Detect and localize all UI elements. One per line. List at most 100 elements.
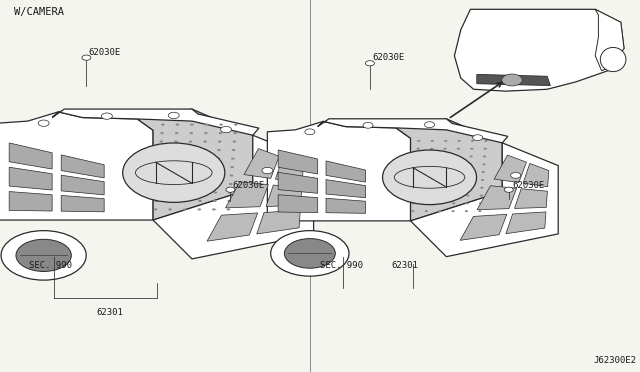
Circle shape bbox=[184, 200, 188, 202]
Text: SEC. 990: SEC. 990 bbox=[29, 261, 72, 270]
Circle shape bbox=[467, 187, 470, 189]
Circle shape bbox=[483, 163, 486, 165]
Polygon shape bbox=[410, 143, 558, 257]
Polygon shape bbox=[317, 119, 508, 143]
Circle shape bbox=[184, 192, 188, 193]
Circle shape bbox=[16, 239, 71, 272]
Circle shape bbox=[218, 141, 221, 142]
Circle shape bbox=[262, 167, 273, 174]
Circle shape bbox=[440, 179, 444, 181]
Text: W/CAMERA: W/CAMERA bbox=[14, 7, 64, 17]
Circle shape bbox=[443, 155, 446, 157]
Circle shape bbox=[173, 149, 177, 151]
Circle shape bbox=[428, 171, 431, 173]
Circle shape bbox=[199, 192, 203, 193]
Circle shape bbox=[465, 202, 469, 204]
Ellipse shape bbox=[600, 48, 626, 71]
Circle shape bbox=[470, 148, 474, 150]
Circle shape bbox=[429, 155, 433, 157]
Circle shape bbox=[220, 124, 223, 126]
Circle shape bbox=[454, 179, 458, 181]
Circle shape bbox=[425, 202, 429, 204]
Circle shape bbox=[189, 141, 193, 142]
Circle shape bbox=[168, 112, 179, 119]
Circle shape bbox=[426, 195, 429, 196]
Circle shape bbox=[479, 195, 483, 196]
Circle shape bbox=[457, 148, 460, 150]
Text: 62030E: 62030E bbox=[232, 181, 264, 190]
Circle shape bbox=[188, 149, 191, 151]
Circle shape bbox=[483, 155, 486, 157]
Circle shape bbox=[231, 157, 235, 160]
Circle shape bbox=[502, 74, 522, 86]
Polygon shape bbox=[9, 192, 52, 211]
Circle shape bbox=[416, 155, 419, 157]
Circle shape bbox=[175, 132, 179, 134]
Circle shape bbox=[428, 179, 431, 181]
Polygon shape bbox=[266, 185, 302, 206]
Circle shape bbox=[226, 187, 235, 192]
Circle shape bbox=[411, 210, 415, 212]
Circle shape bbox=[456, 163, 459, 165]
Circle shape bbox=[412, 195, 416, 196]
Circle shape bbox=[156, 183, 159, 185]
Polygon shape bbox=[138, 109, 253, 220]
Text: 62301: 62301 bbox=[392, 261, 419, 270]
Circle shape bbox=[271, 231, 349, 276]
Circle shape bbox=[155, 192, 159, 193]
Circle shape bbox=[217, 149, 221, 151]
Circle shape bbox=[444, 148, 447, 150]
Circle shape bbox=[431, 140, 434, 142]
Polygon shape bbox=[454, 9, 624, 91]
Polygon shape bbox=[494, 155, 527, 183]
Circle shape bbox=[215, 174, 219, 177]
Circle shape bbox=[202, 157, 205, 160]
Polygon shape bbox=[61, 175, 104, 195]
Circle shape bbox=[430, 148, 433, 150]
Circle shape bbox=[456, 155, 460, 157]
Polygon shape bbox=[52, 109, 259, 135]
Circle shape bbox=[426, 187, 430, 189]
Circle shape bbox=[417, 148, 420, 150]
Circle shape bbox=[444, 140, 447, 142]
Polygon shape bbox=[396, 119, 502, 221]
Text: J62300E2: J62300E2 bbox=[594, 356, 637, 365]
Polygon shape bbox=[225, 182, 268, 208]
Circle shape bbox=[234, 124, 237, 126]
Circle shape bbox=[123, 143, 225, 202]
Polygon shape bbox=[9, 143, 52, 169]
Circle shape bbox=[205, 124, 209, 126]
Circle shape bbox=[189, 132, 193, 134]
Circle shape bbox=[438, 202, 442, 204]
Circle shape bbox=[468, 171, 472, 173]
Circle shape bbox=[204, 141, 207, 142]
Circle shape bbox=[216, 166, 220, 168]
Polygon shape bbox=[595, 9, 624, 71]
Circle shape bbox=[219, 132, 222, 134]
Circle shape bbox=[159, 149, 163, 151]
Circle shape bbox=[170, 183, 174, 185]
Circle shape bbox=[198, 200, 202, 202]
Circle shape bbox=[452, 202, 456, 204]
Circle shape bbox=[188, 157, 191, 160]
Circle shape bbox=[478, 210, 481, 212]
Circle shape bbox=[480, 187, 484, 189]
Circle shape bbox=[484, 140, 488, 142]
Polygon shape bbox=[278, 195, 317, 212]
Text: 62030E: 62030E bbox=[372, 54, 404, 62]
Polygon shape bbox=[61, 195, 104, 212]
Circle shape bbox=[284, 238, 335, 268]
Circle shape bbox=[412, 202, 415, 204]
Circle shape bbox=[214, 183, 218, 185]
Circle shape bbox=[172, 174, 175, 177]
Polygon shape bbox=[515, 189, 547, 208]
Circle shape bbox=[504, 187, 513, 192]
Text: 62030E: 62030E bbox=[88, 48, 120, 57]
Circle shape bbox=[212, 200, 216, 202]
Circle shape bbox=[414, 179, 417, 181]
Polygon shape bbox=[9, 167, 52, 190]
Circle shape bbox=[230, 174, 233, 177]
Circle shape bbox=[170, 192, 173, 193]
Circle shape bbox=[228, 192, 232, 193]
Circle shape bbox=[383, 150, 477, 205]
